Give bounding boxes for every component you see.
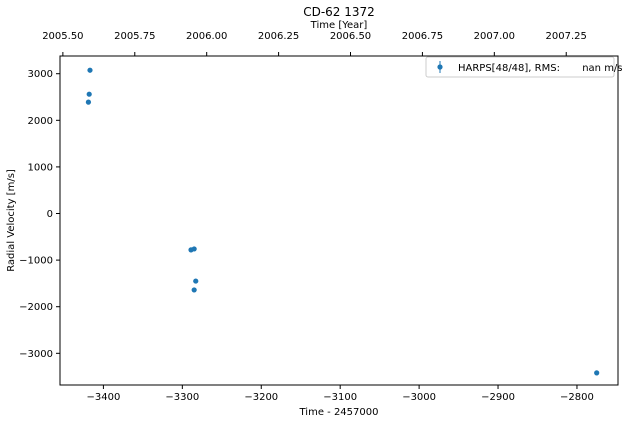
x-tick-label: −2900 [481,392,515,403]
top-x-tick-label: 2006.75 [402,31,443,42]
top-x-tick-label: 2006.25 [258,31,299,42]
x-tick-label: −3300 [165,392,199,403]
data-point [193,278,199,284]
x-tick-label: −3400 [86,392,120,403]
data-point [191,287,197,293]
data-point [86,91,92,97]
left-y-axis: −3000 −2000 −1000 0 1000 2000 3000 [19,69,60,360]
x-tick-label: −3200 [244,392,278,403]
bottom-x-axis: −3400 −3300 −3200 −3100 −3000 −2900 −2800 [86,385,594,403]
plot-frame [59,55,619,386]
data-point [85,99,92,105]
top-x-axis: 2005.50 2005.75 2006.00 2006.25 2006.50 2006.… [42,31,587,56]
data-point [191,246,197,252]
y-tick-label: −1000 [19,256,53,267]
top-x-tick-label: 2006.50 [330,31,371,42]
y-tick-label: 2000 [28,116,53,127]
legend-series-label: HARPS[48/48], RMS: nan m/s [458,63,623,74]
top-x-tick-label: 2006.00 [186,31,227,42]
data-point [594,370,600,376]
x-tick-label: −2800 [560,392,594,403]
top-x-tick-label: 2005.50 [42,31,83,42]
y-tick-label: 1000 [28,162,53,173]
data-point [87,67,93,73]
y-axis-label: Radial Velocity [m/s] [6,169,17,272]
y-tick-label: −2000 [19,302,53,313]
y-tick-label: 3000 [28,69,53,80]
legend-point-marker [437,64,443,70]
legend-box [425,56,615,78]
x-tick-label: −3000 [402,392,436,403]
chart-title: CD-62 1372 [303,5,375,19]
legend: HARPS[48/48], RMS: nan m/s [425,56,623,78]
x-tick-label: −3100 [323,392,357,403]
top-x-tick-label: 2007.25 [546,31,587,42]
top-x-tick-label: 2005.75 [114,31,155,42]
data-points-layer [85,67,600,376]
y-tick-label: −3000 [19,349,53,360]
top-x-axis-label: Time [Year] [310,20,368,31]
y-tick-label: 0 [47,209,53,220]
top-x-tick-label: 2007.00 [474,31,515,42]
x-axis-label: Time - 2457000 [299,407,379,418]
